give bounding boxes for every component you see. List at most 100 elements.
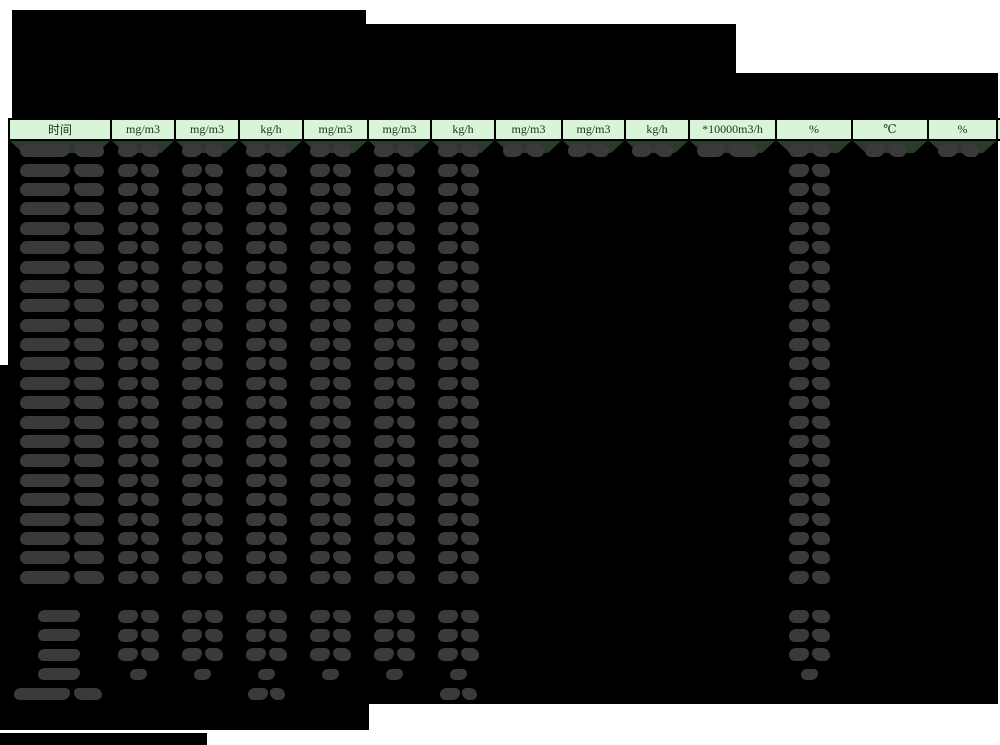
table-cell <box>624 490 688 509</box>
redacted-value-segment <box>397 221 415 235</box>
redacted-value <box>437 551 479 565</box>
redacted-value-segment <box>74 279 104 293</box>
redacted-value-segment <box>310 241 330 255</box>
redacted-value-segment <box>245 299 266 313</box>
redacted-value-segment <box>333 338 351 352</box>
table-cell <box>561 665 624 684</box>
redacted-value-segment <box>117 241 138 255</box>
table-cell <box>430 509 494 528</box>
table-cell <box>624 199 688 218</box>
redacted-value-segment <box>38 668 80 681</box>
table-cell <box>8 296 110 315</box>
redacted-value-segment <box>204 435 223 449</box>
table-cell <box>8 451 110 470</box>
redacted-value-segment <box>257 668 275 680</box>
redacted-value-segment <box>788 241 809 255</box>
redacted-value-segment <box>140 493 159 507</box>
table-cell <box>238 219 302 238</box>
redacted-value <box>181 182 223 196</box>
table-cell <box>561 180 624 199</box>
redacted-value <box>181 609 223 623</box>
table-cell <box>775 141 851 160</box>
table-cell <box>494 277 561 296</box>
redacted-value-segment <box>526 144 544 158</box>
redacted-value-segment <box>811 415 830 429</box>
table-cell <box>367 665 430 684</box>
redacted-value <box>20 493 104 507</box>
redacted-value <box>117 396 159 410</box>
table-cell <box>927 626 998 645</box>
table-cell <box>851 354 927 373</box>
redacted-value-segment <box>437 435 458 449</box>
redacted-value <box>245 628 287 642</box>
table-cell <box>367 277 430 296</box>
redacted-value-segment <box>140 279 159 293</box>
redacted-value <box>245 260 287 274</box>
redacted-value-segment <box>397 299 415 313</box>
table-cell <box>174 529 238 548</box>
redacted-value <box>788 570 830 584</box>
redacted-value <box>788 628 830 642</box>
redacted-value-segment <box>38 610 80 623</box>
table-cell <box>110 393 174 412</box>
table-cell <box>494 529 561 548</box>
redacted-value-segment <box>374 279 394 293</box>
table-row <box>8 490 998 509</box>
redacted-value <box>437 648 479 662</box>
redacted-value-segment <box>460 357 479 371</box>
redacted-value-segment <box>74 473 104 487</box>
table-cell <box>624 665 688 684</box>
table-cell <box>302 684 367 703</box>
redacted-value-segment <box>117 144 138 158</box>
table-cell <box>561 296 624 315</box>
redacted-value <box>310 493 351 507</box>
table-cell <box>302 393 367 412</box>
redacted-value-segment <box>181 163 202 177</box>
table-cell <box>927 665 998 684</box>
table-row-blank <box>8 587 998 606</box>
table-cell <box>927 160 998 179</box>
redacted-value-segment <box>397 260 415 274</box>
redacted-value <box>788 435 830 449</box>
redacted-value-segment <box>437 299 458 313</box>
redacted-value-segment <box>374 628 394 642</box>
redacted-value <box>245 473 287 487</box>
redacted-value-segment <box>117 609 138 623</box>
col-header-kg-h-1: kg/h <box>238 120 302 139</box>
table-cell <box>367 141 430 160</box>
table-cell <box>624 548 688 567</box>
table-cell <box>494 141 561 160</box>
redacted-value <box>117 532 159 545</box>
table-cell <box>367 180 430 199</box>
table-cell <box>8 509 110 528</box>
redacted-value-segment <box>74 182 104 196</box>
redacted-value-segment <box>460 609 479 623</box>
table-cell <box>8 471 110 490</box>
redacted-value-segment <box>397 357 415 371</box>
redacted-value <box>193 668 211 680</box>
redacted-value-segment <box>811 570 830 584</box>
redacted-value-segment <box>193 668 211 680</box>
redacted-value <box>117 182 159 196</box>
redacted-value-segment <box>245 570 266 584</box>
redacted-value <box>20 415 104 429</box>
redacted-value-segment <box>268 454 287 468</box>
redacted-value-segment <box>449 668 467 680</box>
table-cell <box>8 335 110 354</box>
redacted-value-segment <box>117 318 138 332</box>
redacted-value-segment <box>204 376 223 390</box>
table-cell <box>775 665 851 684</box>
table-cell <box>110 626 174 645</box>
redacted-value-segment <box>181 318 202 332</box>
redacted-value-segment <box>74 493 104 507</box>
redacted-value-segment <box>811 338 830 352</box>
redacted-value-segment <box>961 144 979 158</box>
table-cell <box>302 451 367 470</box>
col-header-time: 时间 <box>8 120 110 139</box>
table-cell <box>927 412 998 431</box>
redacted-value-segment <box>788 299 809 313</box>
redacted-value-segment <box>268 241 287 255</box>
redacted-value-segment <box>568 144 588 158</box>
table-cell <box>430 645 494 664</box>
table-cell <box>110 160 174 179</box>
